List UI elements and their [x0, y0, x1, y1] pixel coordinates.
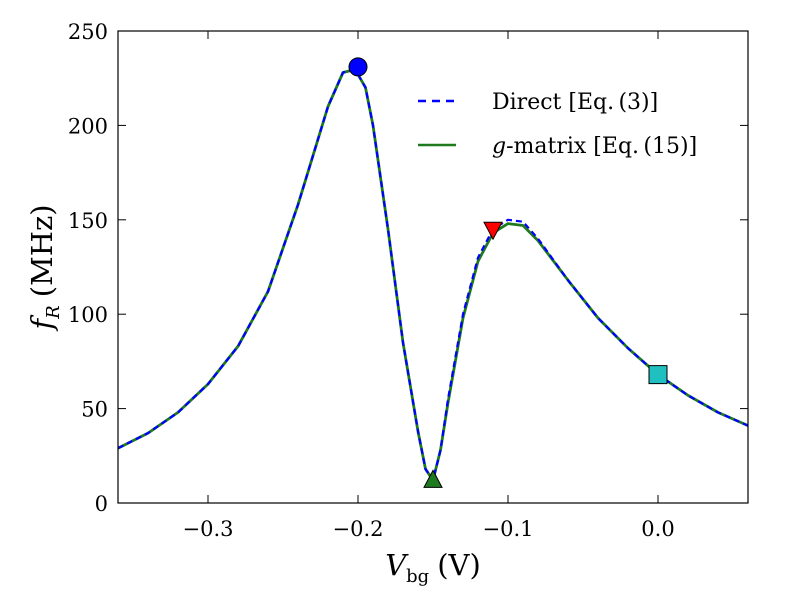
marker-square — [648, 365, 668, 385]
x-tick-label: −0.2 — [333, 517, 384, 541]
x-axis-label: Vbg (V) — [385, 548, 481, 587]
legend-gmatrix-rest: -matrix [Eq. (15)] — [506, 134, 697, 159]
legend-gmatrix-label: g-matrix [Eq. (15)] — [492, 134, 697, 159]
plot-frame — [117, 30, 749, 504]
y-axis-label-sub: R — [43, 305, 64, 320]
x-tick-label: −0.1 — [483, 517, 534, 541]
x-axis-label-unit: (V) — [437, 548, 481, 582]
x-axis-label-main: V — [385, 548, 409, 582]
marker-triangle-down — [483, 221, 503, 241]
y-tick-label: 100 — [68, 303, 108, 327]
marker-circle — [348, 57, 368, 77]
y-axis-label-unit: (MHz) — [25, 204, 59, 297]
y-tick-label: 150 — [68, 209, 108, 233]
x-tick-label: 0.0 — [641, 517, 674, 541]
x-axis-label-sub: bg — [406, 566, 429, 587]
y-axis-label: fR(MHz) — [25, 204, 64, 331]
y-tick-label: 200 — [68, 114, 108, 138]
legend-gmatrix-italic: g — [492, 134, 506, 159]
legend-direct-label: Direct [Eq. (3)] — [492, 90, 658, 115]
marker-triangle-up — [423, 469, 443, 488]
y-tick-label: 0 — [95, 492, 108, 516]
legend: Direct [Eq. (3)] g-matrix [Eq. (15)] — [418, 90, 697, 159]
series-line-direct — [118, 69, 748, 482]
y-tick-label: 250 — [68, 20, 108, 44]
y-tick-label: 50 — [81, 398, 108, 422]
x-tick-label: −0.3 — [183, 517, 234, 541]
